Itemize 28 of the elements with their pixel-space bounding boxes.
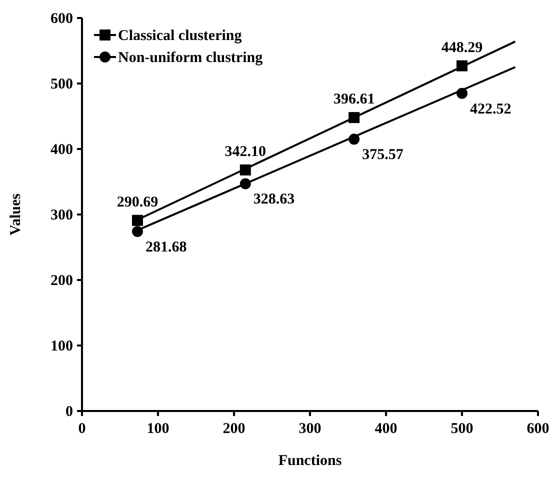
y-axis-title: Values (8, 193, 24, 236)
x-tick-label: 100 (146, 421, 170, 437)
x-tick-label: 600 (526, 421, 550, 437)
point (132, 214, 143, 226)
x-tick-label: 0 (78, 421, 86, 437)
annotation: 396.61 (333, 92, 375, 108)
annotation: 281.68 (145, 240, 187, 256)
legend-label: Non-uniform clustring (118, 50, 264, 66)
y-tick-label: 100 (50, 338, 73, 354)
y-tick-label: 300 (50, 208, 73, 224)
annotation: 290.69 (116, 194, 158, 210)
x-tick-label: 200 (222, 421, 246, 437)
x-tick-label: 300 (298, 421, 322, 437)
y-tick-label: 200 (50, 273, 73, 289)
annotation: 422.52 (470, 101, 512, 118)
x-tick-label: 500 (450, 421, 474, 437)
x-tick-label: 400 (374, 421, 398, 437)
legend-label: Classical clustering (118, 28, 242, 44)
annotation: 375.57 (362, 147, 404, 164)
annotation: 342.10 (224, 144, 266, 160)
y-tick-label: 600 (50, 11, 73, 27)
y-tick-label: 0 (66, 404, 73, 420)
x-axis-title: Functions (278, 453, 342, 469)
annotation: 448.29 (441, 40, 483, 56)
point (132, 226, 143, 238)
y-tick-label: 500 (50, 76, 73, 92)
y-tick-label: 400 (50, 142, 73, 158)
annotation: 328.63 (253, 192, 295, 208)
